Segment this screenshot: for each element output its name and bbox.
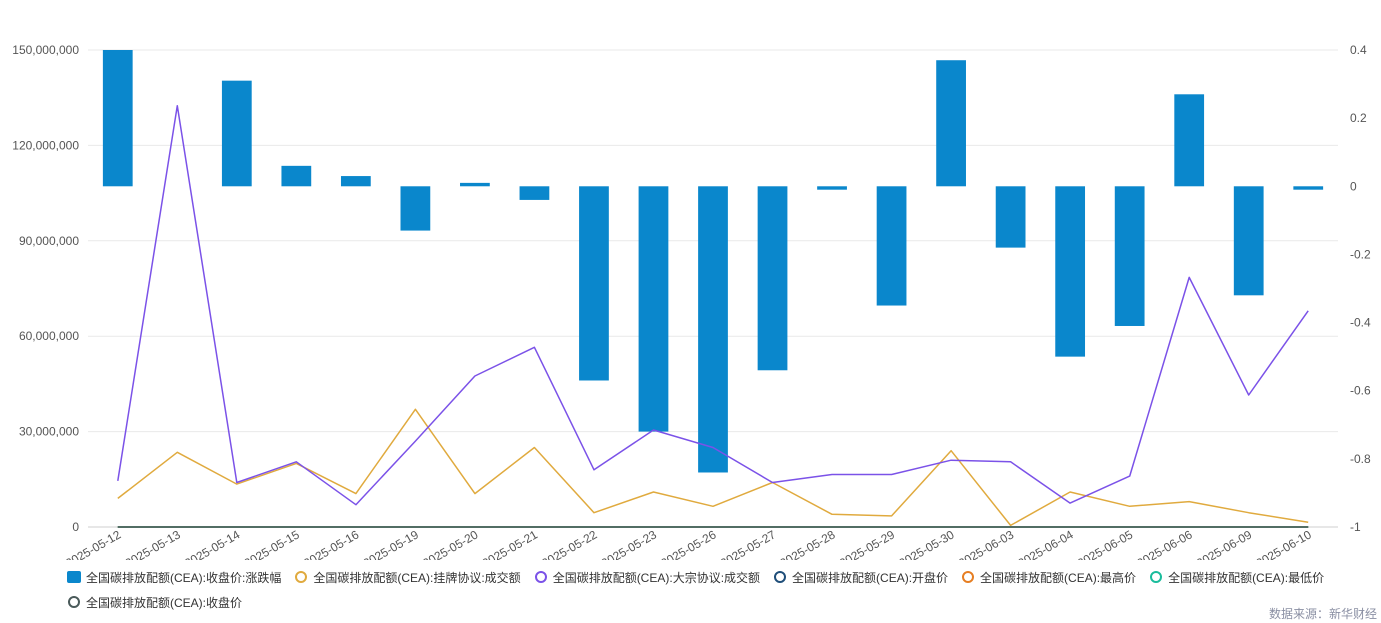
- bar: [400, 186, 431, 231]
- bar: [102, 50, 133, 187]
- y-left-tick-label: 150,000,000: [12, 43, 79, 57]
- x-tick-label: 2025-05-26: [658, 527, 718, 560]
- legend-label: 全国碳排放配额(CEA):最高价: [980, 570, 1137, 585]
- x-tick-label: 2025-05-13: [123, 527, 183, 560]
- legend-item[interactable]: 全国碳排放配额(CEA):开盘价: [772, 569, 948, 586]
- x-tick-label: 2025-05-21: [480, 527, 540, 560]
- y-right-tick-label: 0.4: [1350, 43, 1367, 57]
- legend-label: 全国碳排放配额(CEA):挂牌协议:成交额: [313, 570, 521, 585]
- x-tick-label: 2025-06-10: [1254, 527, 1314, 560]
- y-right-tick-label: 0.2: [1350, 111, 1367, 125]
- y-right-tick-label: -0.6: [1350, 384, 1371, 398]
- y-left-tick-label: 30,000,000: [19, 425, 79, 439]
- x-tick-label: 2025-06-09: [1194, 527, 1254, 560]
- legend-label: 全国碳排放配额(CEA):收盘价: [86, 595, 243, 610]
- legend: 全国碳排放配额(CEA):收盘价:涨跌幅 全国碳排放配额(CEA):挂牌协议:成交…: [66, 566, 1336, 613]
- bar: [995, 186, 1026, 248]
- legend-item[interactable]: 全国碳排放配额(CEA):最低价: [1148, 569, 1324, 586]
- bar: [638, 186, 669, 432]
- y-right-tick-label: -0.2: [1350, 247, 1371, 261]
- chart-svg: 0 30,000,000 60,000,000 90,000,000 120,000,0…: [12, 43, 1371, 570]
- bar: [281, 165, 312, 187]
- bar: [876, 186, 907, 306]
- bar: [579, 186, 609, 381]
- x-tick-label: 2025-06-04: [1015, 527, 1075, 560]
- y-left-tick-label: 120,000,000: [12, 138, 79, 152]
- legend-row: 全国碳排放配额(CEA):收盘价: [66, 591, 1336, 613]
- bar: [1055, 186, 1086, 357]
- legend-line-icon: [774, 571, 787, 583]
- y-right-tick-label: -0.4: [1350, 316, 1371, 330]
- x-tick-label: 2025-06-03: [956, 527, 1016, 560]
- x-tick-label: 2025-06-06: [1135, 527, 1195, 560]
- y-right-tick-label: 0: [1350, 179, 1357, 193]
- x-tick-label: 2025-05-29: [837, 527, 897, 560]
- legend-item[interactable]: 全国碳排放配额(CEA):收盘价:涨跌幅: [66, 569, 281, 586]
- x-tick-label: 2025-05-30: [896, 527, 956, 560]
- bar: [221, 80, 252, 187]
- x-tick-label: 2025-05-28: [777, 527, 837, 560]
- bar: [519, 186, 550, 200]
- legend-label: 全国碳排放配额(CEA):最低价: [1168, 570, 1325, 585]
- bar: [757, 186, 788, 371]
- x-tick-label: 2025-05-27: [718, 527, 778, 560]
- legend-line-icon: [1150, 571, 1163, 583]
- bar: [1174, 94, 1205, 187]
- legend-row: 全国碳排放配额(CEA):收盘价:涨跌幅 全国碳排放配额(CEA):挂牌协议:成交…: [66, 566, 1336, 588]
- y-right-tick-label: -0.8: [1350, 452, 1371, 466]
- legend-line-icon: [68, 596, 80, 608]
- bar: [698, 186, 728, 473]
- bar: [1293, 186, 1324, 190]
- legend-label: 全国碳排放配额(CEA):大宗协议:成交额: [552, 570, 761, 585]
- x-tick-label: 2025-05-22: [539, 527, 599, 560]
- series-line: [117, 104, 1309, 506]
- x-tick-label: 2025-05-19: [361, 527, 421, 560]
- bar: [340, 176, 371, 187]
- y-left-tick-label: 60,000,000: [19, 329, 79, 343]
- y-left-tick-label: 90,000,000: [19, 234, 79, 248]
- x-tick-label: 2025-05-16: [301, 527, 361, 560]
- x-tick-label: 2025-05-14: [182, 527, 242, 560]
- legend-bar-icon: [67, 571, 81, 583]
- legend-line-icon: [295, 571, 308, 583]
- bar: [1233, 186, 1264, 296]
- x-tick-label: 2025-06-05: [1075, 527, 1135, 560]
- bar: [817, 186, 847, 190]
- legend-line-icon: [962, 571, 975, 583]
- y-left-tick-label: 0: [72, 520, 79, 534]
- bar: [936, 60, 966, 187]
- x-tick-label: 2025-05-15: [242, 527, 302, 560]
- legend-line-icon: [534, 571, 547, 583]
- bar: [1114, 186, 1145, 326]
- legend-item[interactable]: 全国碳排放配额(CEA):大宗协议:成交额: [533, 569, 760, 586]
- y-right-tick-label: -1: [1350, 520, 1361, 534]
- legend-item[interactable]: 全国碳排放配额(CEA):挂牌协议:成交额: [293, 569, 521, 586]
- legend-item[interactable]: 全国碳排放配额(CEA):最高价: [960, 569, 1136, 586]
- legend-item[interactable]: 全国碳排放配额(CEA):收盘价: [66, 594, 242, 611]
- x-tick-label: 2025-05-23: [599, 527, 659, 560]
- legend-label: 全国碳排放配额(CEA):开盘价: [792, 570, 949, 585]
- data-source: 数据来源：新华财经: [1268, 607, 1377, 621]
- bar: [460, 182, 490, 187]
- series-line: [117, 408, 1309, 527]
- legend-label: 全国碳排放配额(CEA):收盘价:涨跌幅: [86, 570, 282, 585]
- x-tick-label: 2025-05-20: [420, 527, 480, 560]
